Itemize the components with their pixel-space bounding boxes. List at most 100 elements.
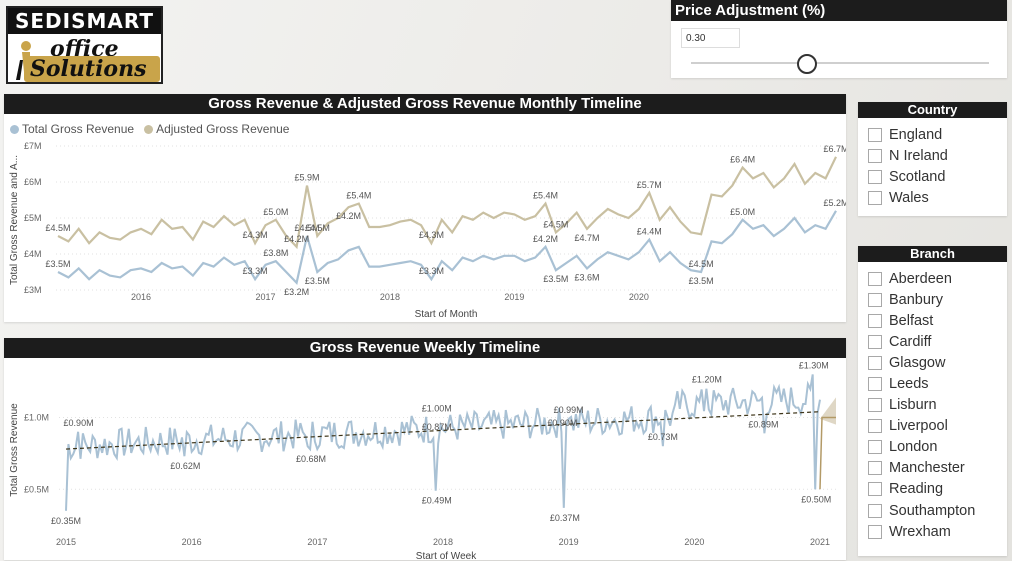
branch-option[interactable]: London [868, 437, 975, 458]
data-label: £4.5M [305, 223, 330, 233]
y-tick-label: £6M [24, 177, 42, 187]
checkbox[interactable] [868, 271, 882, 286]
price-slider-handle[interactable] [797, 54, 818, 74]
series-line-adjusted [57, 156, 837, 250]
x-tick-label: 2020 [684, 537, 704, 547]
legend-item-gross[interactable]: Total Gross Revenue [10, 122, 134, 136]
checkbox[interactable] [868, 419, 882, 434]
x-tick-label: 2020 [629, 292, 649, 302]
data-label: £4.5M [294, 223, 319, 233]
y-tick-label: £1.0M [24, 412, 49, 422]
data-label: £5.0M [730, 207, 755, 217]
data-label: £5.4M [533, 191, 558, 201]
branch-option[interactable]: Southampton [868, 500, 975, 521]
branch-filter: Branch Aberdeen Banbury Belfast Cardiff Glas… [858, 246, 1007, 556]
weekly-timeline-chart: Gross Revenue Weekly Timeline £0.5M £1.0M… [4, 338, 846, 560]
data-label: £0.35M [51, 516, 81, 526]
checkbox[interactable] [868, 482, 882, 497]
data-label: £1.20M [692, 375, 722, 385]
weekly-chart-plot: £0.5M £1.0M 2015 2016 2017 2018 2019 2020 2021 St… [9, 360, 837, 560]
checkbox[interactable] [868, 440, 882, 455]
x-tick-label: 2021 [810, 537, 830, 547]
x-tick-label: 2017 [307, 537, 327, 547]
data-label: £4.5M [45, 223, 70, 233]
data-label: £3.3M [243, 266, 268, 276]
data-label: £4.5M [689, 259, 714, 269]
forecast-line [819, 416, 836, 490]
country-option[interactable]: Scotland [868, 166, 948, 187]
branch-option[interactable]: Banbury [868, 289, 975, 310]
legend-label: Total Gross Revenue [22, 122, 135, 136]
branch-option[interactable]: Leeds [868, 373, 975, 394]
branch-option[interactable]: Glasgow [868, 352, 975, 373]
y-axis-title: Total Gross Revenue and A... [9, 155, 20, 285]
x-tick-label: 2018 [380, 292, 400, 302]
option-label: Leeds [889, 376, 929, 393]
country-option[interactable]: N Ireland [868, 145, 948, 166]
x-axis-title: Start of Month [415, 309, 478, 320]
branch-option[interactable]: Belfast [868, 310, 975, 331]
checkbox[interactable] [868, 524, 882, 539]
checkbox[interactable] [868, 377, 882, 392]
country-option[interactable]: England [868, 124, 948, 145]
branch-option[interactable]: Aberdeen [868, 268, 975, 289]
data-label: £5.4M [346, 191, 371, 201]
option-label: Glasgow [889, 354, 946, 371]
data-label: £0.87M [422, 422, 452, 432]
data-label: £6.7M [823, 144, 846, 154]
data-label: £0.90M [547, 418, 577, 428]
data-label: £0.62M [170, 461, 200, 471]
data-label: £1.30M [799, 360, 829, 370]
branch-option[interactable]: Reading [868, 479, 975, 500]
branch-options: Aberdeen Banbury Belfast Cardiff Glasgow Leed… [868, 268, 975, 542]
country-filter: Country England N Ireland Scotland Wales [858, 102, 1007, 216]
country-option[interactable]: Wales [868, 187, 948, 208]
checkbox[interactable] [868, 398, 882, 413]
data-label: £3.5M [305, 276, 330, 286]
data-label: £0.37M [550, 513, 580, 523]
data-label: £3.8M [263, 248, 288, 258]
checkbox[interactable] [868, 169, 882, 184]
data-label: £0.73M [648, 432, 678, 442]
branch-option[interactable]: Wrexham [868, 521, 975, 542]
y-tick-label: £5M [24, 213, 42, 223]
legend-label: Adjusted Gross Revenue [156, 122, 290, 136]
option-label: Wrexham [889, 523, 951, 540]
data-label: £4.2M [336, 211, 361, 221]
checkbox[interactable] [868, 503, 882, 518]
data-label: £4.7M [575, 233, 600, 243]
checkbox[interactable] [868, 334, 882, 349]
legend-item-adjusted[interactable]: Adjusted Gross Revenue [144, 122, 289, 136]
data-label: £3.5M [689, 276, 714, 286]
option-label: Manchester [889, 460, 965, 477]
series-line-gross [57, 210, 837, 286]
checkbox[interactable] [868, 148, 882, 163]
checkbox[interactable] [868, 355, 882, 370]
option-label: Cardiff [889, 333, 932, 350]
data-label: £6.4M [730, 155, 755, 165]
x-tick-label: 2016 [131, 292, 151, 302]
checkbox[interactable] [868, 127, 882, 142]
price-slider-track[interactable] [691, 62, 989, 64]
checkbox[interactable] [868, 313, 882, 328]
branch-option[interactable]: Liverpool [868, 416, 975, 437]
data-label: £3.2M [284, 287, 309, 297]
country-filter-title: Country [858, 102, 1007, 118]
option-label: Wales [889, 189, 929, 206]
option-label: Liverpool [889, 418, 948, 435]
branch-option[interactable]: Lisburn [868, 395, 975, 416]
branch-option[interactable]: Manchester [868, 458, 975, 479]
option-label: Lisburn [889, 397, 937, 414]
option-label: N Ireland [889, 147, 948, 164]
checkbox[interactable] [868, 461, 882, 476]
checkbox[interactable] [868, 292, 882, 307]
x-axis-title: Start of Week [416, 551, 477, 560]
data-label: £4.4M [637, 227, 662, 237]
data-label: £4.2M [533, 234, 558, 244]
branch-option[interactable]: Cardiff [868, 331, 975, 352]
x-tick-label: 2018 [433, 537, 453, 547]
monthly-chart-plot: £3M £4M £5M £6M £7M 2016 2017 2018 2019 2020 Start… [9, 141, 846, 320]
checkbox[interactable] [868, 190, 882, 205]
option-label: England [889, 126, 943, 143]
price-adjustment-input[interactable]: 0.30 [681, 28, 740, 48]
